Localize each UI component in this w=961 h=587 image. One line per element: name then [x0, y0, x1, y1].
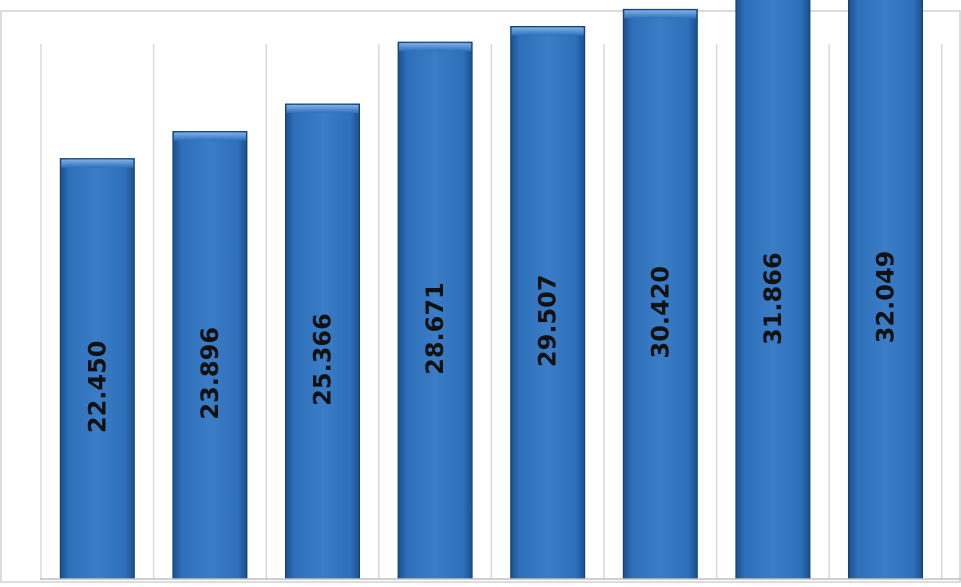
bar — [59, 158, 135, 580]
bar-highlight — [173, 132, 246, 141]
bar-highlight — [286, 105, 359, 114]
data-label: 23.896 — [196, 327, 224, 420]
bar-group: 23.896 — [172, 131, 248, 580]
data-label: 31.866 — [759, 252, 787, 345]
bar — [622, 8, 698, 580]
bar-group: 28.671 — [397, 41, 473, 580]
bar — [735, 0, 811, 580]
data-label: 30.420 — [646, 266, 674, 359]
bar-highlight — [624, 10, 697, 19]
bar-group: 30.420 — [622, 8, 698, 580]
bar-group: 31.866 — [735, 0, 811, 580]
data-label: 32.049 — [872, 251, 900, 344]
bar — [848, 0, 923, 580]
bar-highlight — [399, 43, 472, 52]
bar — [510, 25, 586, 580]
bar — [285, 103, 360, 580]
data-label: 25.366 — [309, 313, 337, 406]
data-label: 22.450 — [83, 340, 111, 433]
chart-frame — [0, 10, 961, 583]
bar — [172, 131, 248, 580]
bar-group: 32.049 — [848, 0, 923, 580]
bar — [397, 41, 473, 580]
bar-group: 22.450 — [59, 158, 135, 580]
bar-highlight — [511, 27, 584, 36]
bar-highlight — [61, 159, 134, 168]
bars: 22.450 23.896 25.366 28.671 29.507 30.420 31.8… — [59, 0, 923, 580]
data-label: 29.507 — [534, 274, 562, 367]
gridlines — [40, 44, 943, 579]
bar-group: 25.366 — [285, 103, 360, 580]
bar-group: 29.507 — [510, 25, 586, 580]
data-label: 28.671 — [421, 282, 449, 375]
